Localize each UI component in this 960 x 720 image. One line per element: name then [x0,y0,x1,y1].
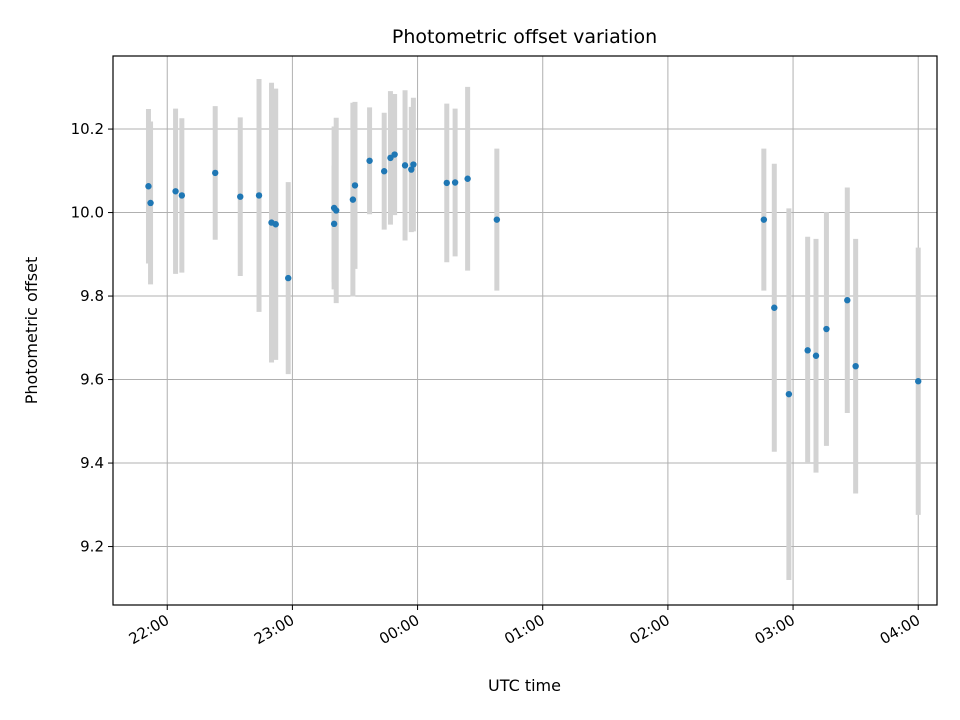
x-tick-label: 01:00 [501,611,547,648]
x-tick-label: 00:00 [376,611,422,648]
y-tick-label: 9.2 [80,538,104,556]
data-point [451,179,459,186]
data-points [145,151,922,398]
data-point [812,352,820,359]
data-point [147,199,154,207]
x-tick-label: 04:00 [877,611,923,648]
y-tick-label: 9.6 [80,371,104,389]
y-tick-label: 9.8 [80,287,104,305]
y-axis-label: Photometric offset [22,257,41,405]
data-point [212,169,219,177]
data-point [915,378,922,385]
data-point [380,168,388,175]
plot-area-frame [112,55,938,606]
data-point [351,182,359,189]
data-point [349,196,357,203]
data-point [237,193,244,200]
data-point [401,162,409,169]
chart-title: Photometric offset variation [392,26,657,48]
data-point [443,179,450,187]
x-tick-label: 22:00 [126,611,172,648]
data-point [760,216,768,223]
data-point [333,207,340,214]
data-point [272,221,279,228]
grid [113,56,937,605]
data-point [366,157,373,164]
y-tick-label: 10.2 [71,120,104,138]
x-axis-label: UTC time [488,676,561,695]
data-point [391,151,398,158]
y-tick-label: 10.0 [71,204,104,222]
data-point [178,192,186,199]
data-point [804,347,811,354]
data-point [172,188,179,195]
data-point [285,274,292,282]
x-tick-label: 23:00 [251,611,297,648]
data-point [823,325,830,333]
x-axis-ticks: 22:00 23:00 00:00 01:00 02:00 03:00 04:00 [126,605,923,648]
data-point [330,220,338,228]
data-point [771,304,778,311]
y-tick-label: 9.4 [80,454,104,472]
data-point [852,362,859,370]
data-point [145,183,152,190]
errorbars [145,78,921,580]
data-point [844,297,851,304]
data-point [255,192,263,199]
data-point [493,216,501,223]
y-axis-ticks: 9.2 9.4 9.6 9.8 10.0 10.2 [71,120,113,556]
data-point [464,175,471,182]
data-point [785,390,793,398]
x-tick-label: 03:00 [752,611,798,648]
data-point [410,161,417,168]
x-tick-label: 02:00 [626,611,672,648]
data-point [408,166,415,173]
